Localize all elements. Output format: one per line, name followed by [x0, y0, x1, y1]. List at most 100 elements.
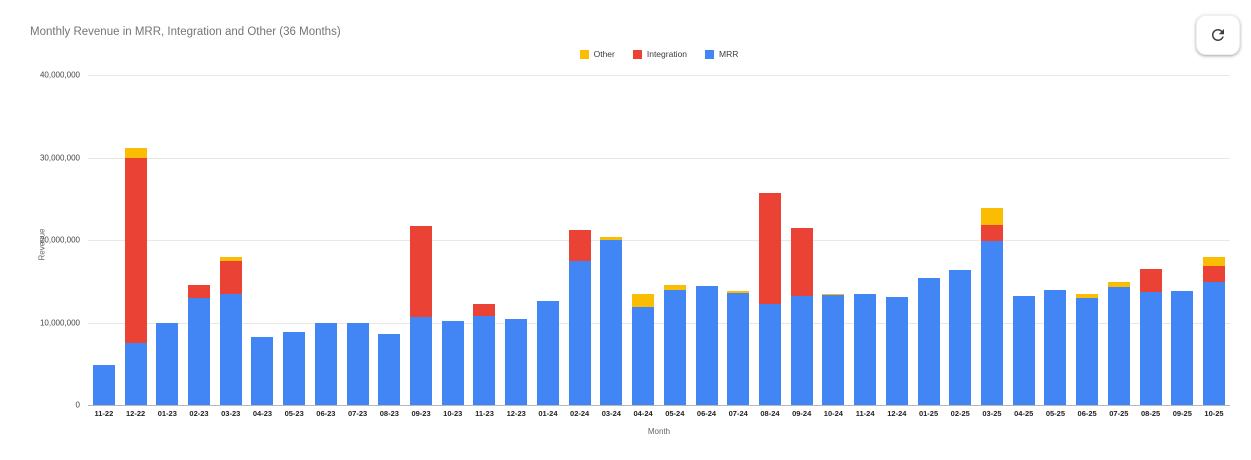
- bar-segment-integration[interactable]: [219, 261, 242, 294]
- bar-stack[interactable]: [473, 303, 496, 405]
- bar-segment-integration[interactable]: [410, 225, 433, 317]
- bar-stack[interactable]: [1044, 289, 1067, 405]
- bar-stack[interactable]: [854, 293, 877, 405]
- bar-segment-mrr[interactable]: [663, 289, 686, 405]
- bar-column: [944, 75, 976, 405]
- bar-stack[interactable]: [441, 320, 464, 405]
- bar-segment-mrr[interactable]: [727, 292, 750, 405]
- bar-segment-mrr[interactable]: [251, 337, 274, 405]
- bar-stack[interactable]: [346, 323, 369, 405]
- bar-stack[interactable]: [790, 227, 813, 405]
- bar-stack[interactable]: [188, 284, 211, 405]
- bar-segment-mrr[interactable]: [1012, 296, 1035, 405]
- bar-segment-other[interactable]: [1076, 293, 1099, 298]
- bar-segment-mrr[interactable]: [1107, 287, 1130, 405]
- bar-segment-mrr[interactable]: [124, 343, 147, 405]
- bar-segment-mrr[interactable]: [790, 296, 813, 405]
- bar-stack[interactable]: [695, 286, 718, 405]
- bar-stack[interactable]: [600, 236, 623, 405]
- bar-stack[interactable]: [92, 364, 115, 405]
- bar-segment-mrr[interactable]: [283, 332, 306, 405]
- bar-stack[interactable]: [1076, 293, 1099, 405]
- bar-segment-mrr[interactable]: [441, 320, 464, 405]
- bar-segment-other[interactable]: [663, 284, 686, 290]
- bar-segment-integration[interactable]: [124, 157, 147, 344]
- bar-segment-integration[interactable]: [790, 227, 813, 297]
- bar-segment-mrr[interactable]: [1171, 291, 1194, 405]
- bar-stack[interactable]: [124, 148, 147, 405]
- bar-segment-mrr[interactable]: [568, 261, 591, 405]
- bar-stack[interactable]: [378, 334, 401, 405]
- bar-segment-mrr[interactable]: [822, 295, 845, 405]
- bar-stack[interactable]: [885, 296, 908, 405]
- bar-segment-mrr[interactable]: [949, 269, 972, 405]
- bar-stack[interactable]: [1203, 257, 1226, 405]
- bar-stack[interactable]: [727, 291, 750, 405]
- bar-stack[interactable]: [156, 323, 179, 405]
- bar-segment-integration[interactable]: [1203, 265, 1226, 283]
- bar-segment-other[interactable]: [822, 293, 845, 296]
- refresh-button[interactable]: [1196, 15, 1240, 55]
- bar-segment-mrr[interactable]: [1203, 282, 1226, 405]
- bar-stack[interactable]: [1171, 291, 1194, 405]
- bar-segment-other[interactable]: [600, 236, 623, 240]
- bar-stack[interactable]: [314, 323, 337, 405]
- bar-stack[interactable]: [410, 225, 433, 405]
- bar-segment-mrr[interactable]: [219, 293, 242, 405]
- bar-segment-integration[interactable]: [1139, 268, 1162, 292]
- bar-segment-integration[interactable]: [473, 303, 496, 316]
- bar-segment-mrr[interactable]: [536, 301, 559, 405]
- bar-segment-mrr[interactable]: [758, 303, 781, 405]
- bar-segment-mrr[interactable]: [980, 240, 1003, 405]
- bar-stack[interactable]: [949, 269, 972, 405]
- bar-segment-mrr[interactable]: [314, 323, 337, 405]
- bar-segment-mrr[interactable]: [505, 319, 528, 405]
- bar-segment-other[interactable]: [124, 148, 147, 158]
- bar-stack[interactable]: [758, 192, 781, 405]
- bar-segment-mrr[interactable]: [695, 286, 718, 405]
- bar-column: [247, 75, 279, 405]
- bar-stack[interactable]: [251, 337, 274, 405]
- bar-column: [183, 75, 215, 405]
- bar-stack[interactable]: [1139, 268, 1162, 405]
- bar-stack[interactable]: [980, 207, 1003, 405]
- bar-segment-other[interactable]: [980, 207, 1003, 226]
- bar-stack[interactable]: [663, 284, 686, 405]
- x-tick-label: 08-25: [1140, 409, 1161, 418]
- bar-segment-mrr[interactable]: [1076, 297, 1099, 405]
- bar-segment-integration[interactable]: [758, 192, 781, 304]
- bar-segment-mrr[interactable]: [1044, 289, 1067, 405]
- bar-stack[interactable]: [917, 277, 940, 405]
- bar-segment-mrr[interactable]: [346, 323, 369, 405]
- bar-stack[interactable]: [219, 257, 242, 405]
- bar-stack[interactable]: [1107, 282, 1130, 405]
- bar-segment-mrr[interactable]: [92, 364, 115, 405]
- bar-segment-mrr[interactable]: [473, 315, 496, 405]
- bar-stack[interactable]: [283, 332, 306, 405]
- bar-segment-integration[interactable]: [188, 284, 211, 298]
- bar-stack[interactable]: [536, 301, 559, 405]
- bar-segment-other[interactable]: [727, 291, 750, 293]
- bar-segment-mrr[interactable]: [188, 297, 211, 405]
- bar-stack[interactable]: [822, 293, 845, 405]
- bar-segment-mrr[interactable]: [885, 296, 908, 405]
- bar-segment-integration[interactable]: [568, 230, 591, 262]
- bar-segment-mrr[interactable]: [378, 334, 401, 405]
- bar-segment-mrr[interactable]: [600, 240, 623, 405]
- bar-segment-mrr[interactable]: [917, 277, 940, 405]
- bar-segment-mrr[interactable]: [632, 306, 655, 405]
- bar-segment-mrr[interactable]: [156, 323, 179, 405]
- bar-segment-mrr[interactable]: [410, 316, 433, 405]
- bar-stack[interactable]: [568, 230, 591, 405]
- bar-segment-mrr[interactable]: [1139, 291, 1162, 405]
- bar-segment-mrr[interactable]: [854, 293, 877, 405]
- bar-stack[interactable]: [632, 294, 655, 405]
- bar-segment-other[interactable]: [632, 294, 655, 307]
- bar-segment-other[interactable]: [1203, 257, 1226, 266]
- bar-segment-integration[interactable]: [980, 225, 1003, 241]
- x-tick-label: 02-24: [570, 409, 590, 418]
- bar-segment-other[interactable]: [1107, 282, 1130, 288]
- bar-stack[interactable]: [1012, 296, 1035, 405]
- bar-stack[interactable]: [505, 319, 528, 405]
- bar-segment-other[interactable]: [219, 257, 242, 262]
